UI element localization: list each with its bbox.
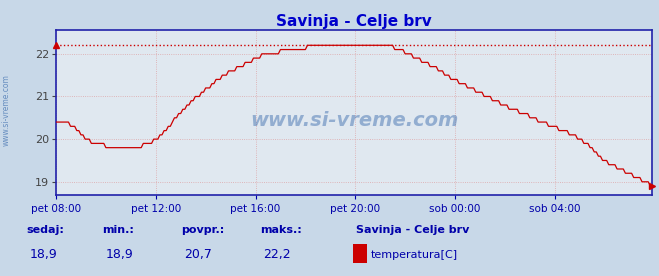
Text: 18,9: 18,9 (105, 248, 133, 261)
Title: Savinja - Celje brv: Savinja - Celje brv (276, 14, 432, 29)
Text: 18,9: 18,9 (30, 248, 57, 261)
Text: 20,7: 20,7 (185, 248, 212, 261)
Text: temperatura[C]: temperatura[C] (370, 250, 457, 260)
Text: www.si-vreme.com: www.si-vreme.com (250, 111, 459, 130)
Text: sedaj:: sedaj: (26, 225, 64, 235)
Text: maks.:: maks.: (260, 225, 302, 235)
Text: 22,2: 22,2 (264, 248, 291, 261)
Text: Savinja - Celje brv: Savinja - Celje brv (356, 225, 469, 235)
Text: min.:: min.: (102, 225, 134, 235)
Text: povpr.:: povpr.: (181, 225, 225, 235)
Text: www.si-vreme.com: www.si-vreme.com (2, 75, 11, 146)
